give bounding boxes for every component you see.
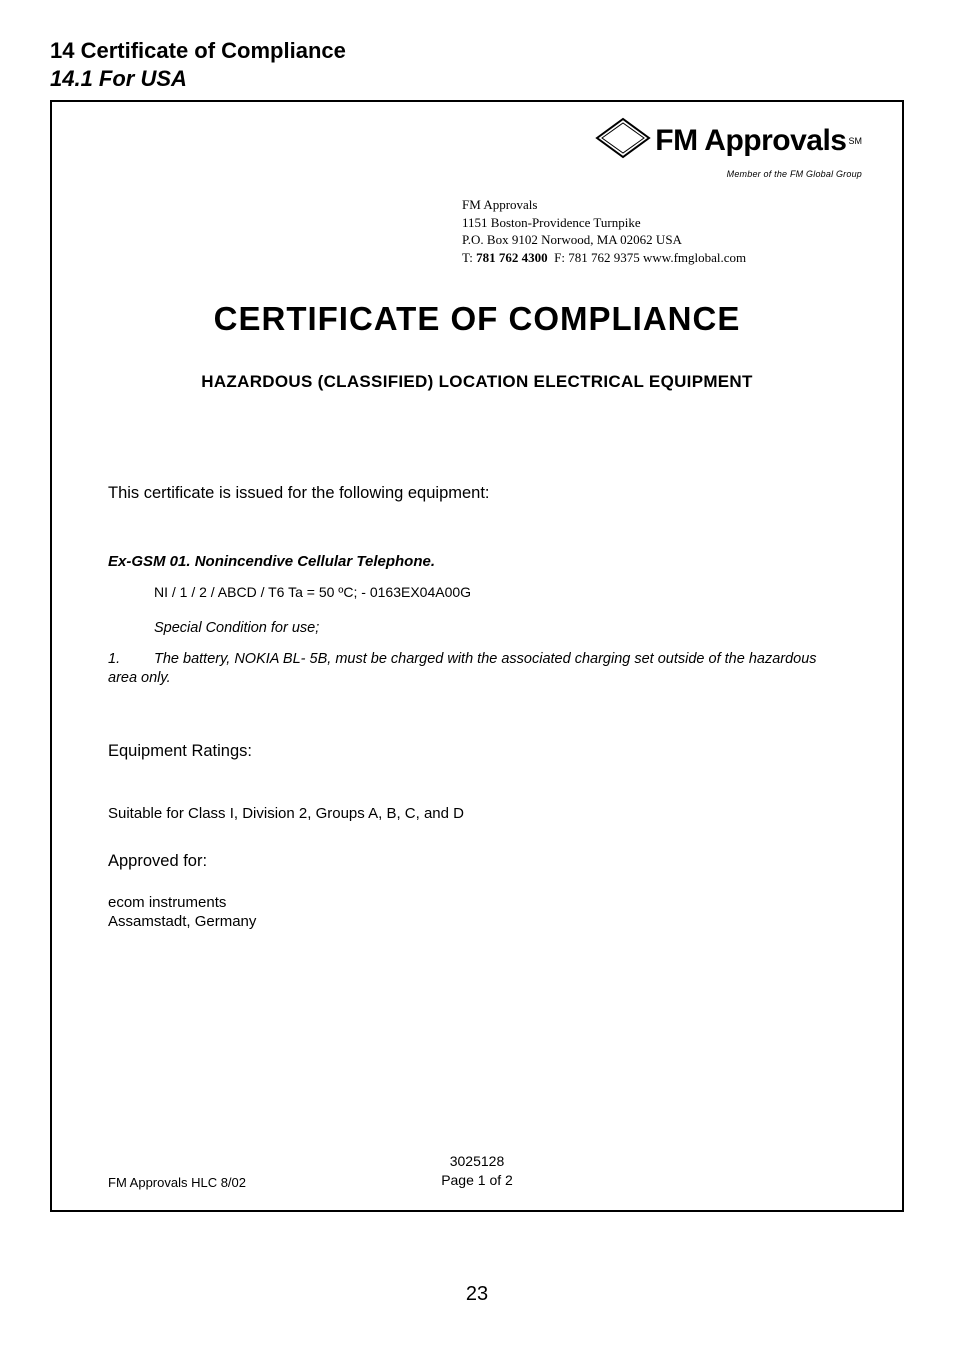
- condition-item: 1.The battery, NOKIA BL- 5B, must be cha…: [108, 650, 846, 688]
- footer-page-info: Page 1 of 2: [52, 1171, 902, 1190]
- rating-code-line: NI / 1 / 2 / ABCD / T6 Ta = 50 ºC; - 016…: [154, 584, 846, 600]
- equipment-ratings-line: Suitable for Class I, Division 2, Groups…: [108, 805, 846, 822]
- website: www.fmglobal.com: [643, 250, 746, 265]
- certificate-title: CERTIFICATE OF COMPLIANCE: [92, 300, 862, 338]
- section-subtitle: 14.1 For USA: [50, 66, 904, 92]
- approved-for-heading: Approved for:: [108, 852, 846, 871]
- certificate-subtitle: HAZARDOUS (CLASSIFIED) LOCATION ELECTRIC…: [92, 372, 862, 392]
- fax-label: F:: [554, 250, 565, 265]
- address-line3: P.O. Box 9102 Norwood, MA 02062 USA: [462, 231, 746, 249]
- fax-number: 781 762 9375: [568, 250, 640, 265]
- equipment-name: Ex-GSM 01. Nonincendive Cellular Telepho…: [108, 553, 846, 570]
- page-number: 23: [0, 1283, 954, 1306]
- page-container: 14 Certificate of Compliance 14.1 For US…: [0, 0, 954, 1212]
- approved-for-block: ecom instruments Assamstadt, Germany: [108, 893, 846, 932]
- address-line1: FM Approvals: [462, 196, 746, 214]
- logo-row: FM Approvals SM: [595, 116, 862, 165]
- address-contact: T: 781 762 4300 F: 781 762 9375 www.fmgl…: [462, 249, 746, 267]
- logo-block: FM Approvals SM Member of the FM Global …: [595, 116, 862, 179]
- certificate-body: This certificate is issued for the follo…: [92, 484, 862, 932]
- approved-line1: ecom instruments: [108, 893, 846, 913]
- address-line2: 1151 Boston-Providence Turnpike: [462, 214, 746, 232]
- logo-brand-text: FM Approvals: [655, 124, 846, 158]
- fm-diamond-icon: [595, 116, 651, 165]
- tel-number: 781 762 4300: [476, 250, 548, 265]
- equipment-ratings-heading: Equipment Ratings:: [108, 742, 846, 761]
- section-title: 14 Certificate of Compliance: [50, 38, 904, 64]
- footer-doc-number: 3025128: [52, 1152, 902, 1171]
- condition-number: 1.: [108, 650, 154, 669]
- approved-line2: Assamstadt, Germany: [108, 912, 846, 932]
- logo-sm-mark: SM: [849, 136, 863, 146]
- condition-text: The battery, NOKIA BL- 5B, must be charg…: [108, 651, 817, 686]
- address-block: FM Approvals 1151 Boston-Providence Turn…: [462, 196, 746, 266]
- intro-line: This certificate is issued for the follo…: [108, 484, 846, 503]
- certificate-frame: FM Approvals SM Member of the FM Global …: [50, 100, 904, 1212]
- footer-center: 3025128 Page 1 of 2: [52, 1152, 902, 1190]
- tel-label: T:: [462, 250, 473, 265]
- logo-tagline: Member of the FM Global Group: [595, 169, 862, 179]
- special-condition-heading: Special Condition for use;: [154, 620, 846, 636]
